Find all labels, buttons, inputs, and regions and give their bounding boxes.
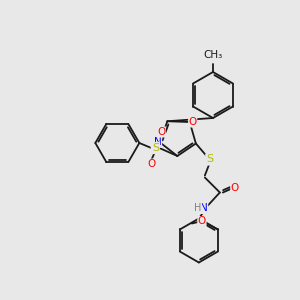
- Text: S: S: [152, 143, 159, 153]
- Text: O: O: [157, 127, 166, 137]
- Text: N: N: [154, 137, 162, 147]
- Text: O: O: [189, 117, 197, 127]
- Text: O: O: [147, 159, 155, 169]
- Text: O: O: [231, 184, 239, 194]
- Text: N: N: [200, 203, 208, 214]
- Text: S: S: [206, 154, 213, 164]
- Text: CH₃: CH₃: [203, 50, 223, 60]
- Text: H: H: [194, 203, 202, 214]
- Text: O: O: [198, 217, 206, 226]
